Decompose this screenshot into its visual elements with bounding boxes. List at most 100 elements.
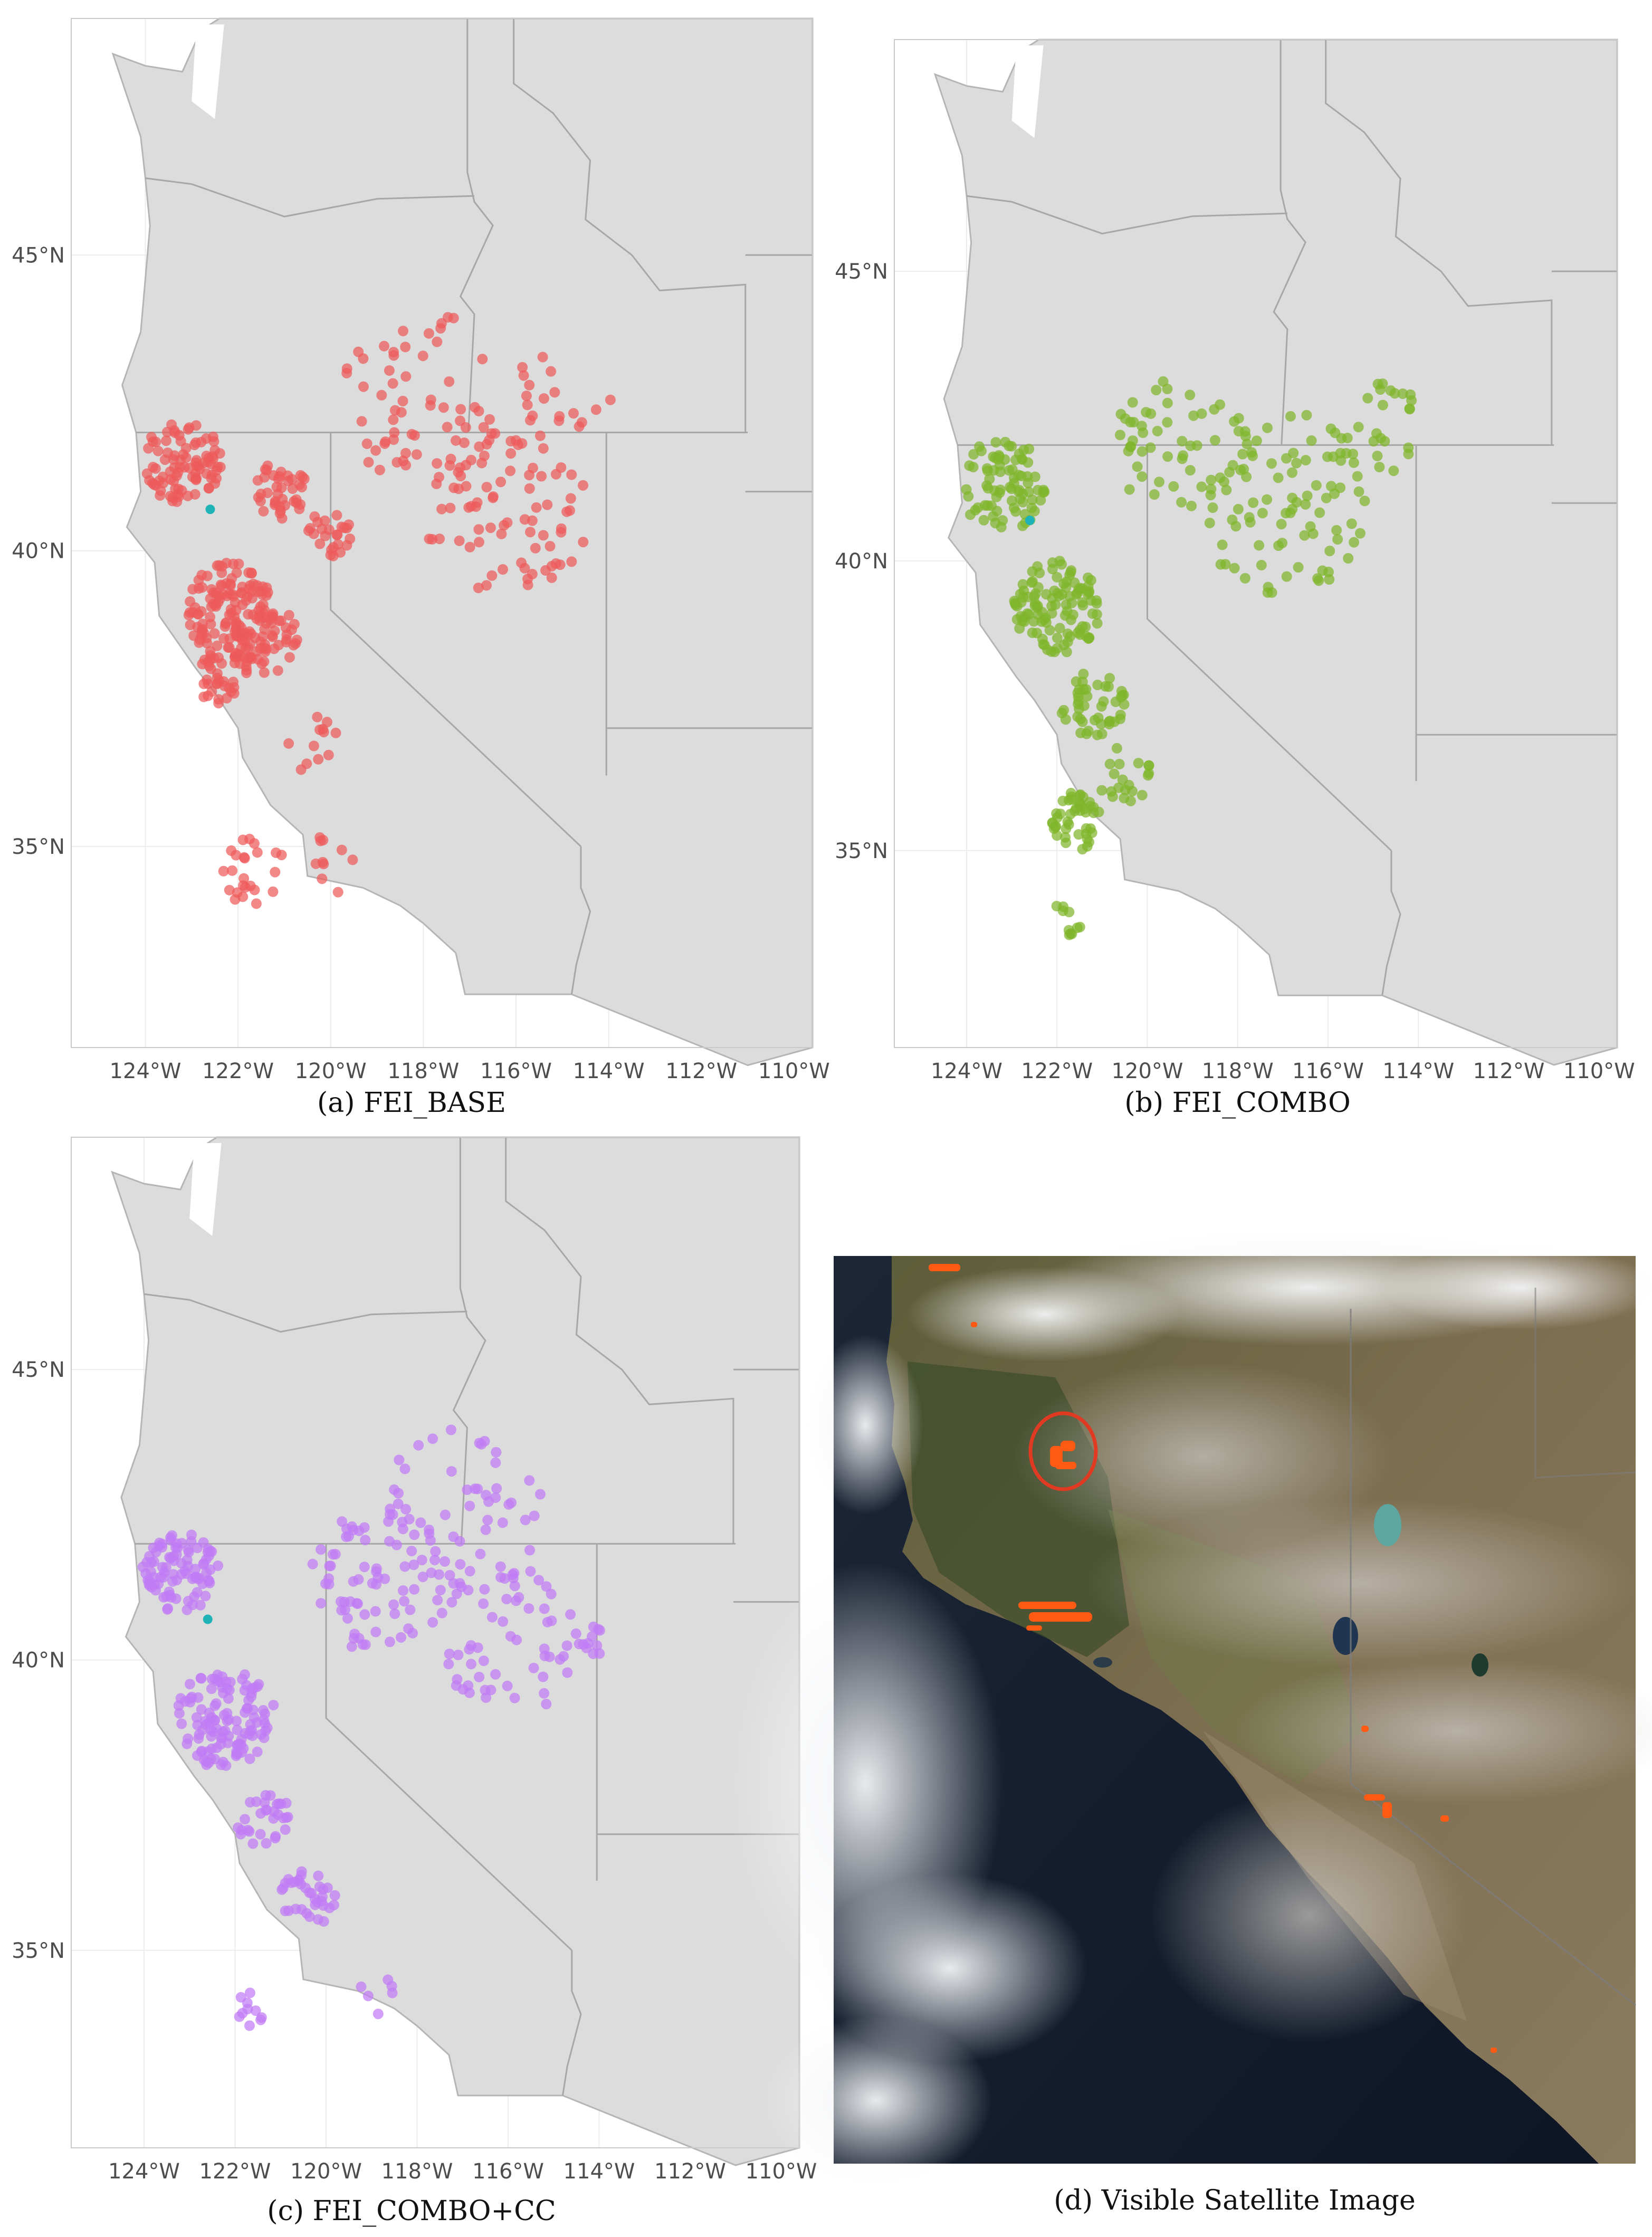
fire-point bbox=[342, 1613, 353, 1624]
fire-point bbox=[562, 1667, 573, 1678]
fire-point bbox=[323, 749, 334, 760]
fire-point bbox=[211, 1698, 222, 1709]
fire-point bbox=[425, 400, 436, 411]
fire-point bbox=[275, 615, 287, 626]
fire-point bbox=[498, 564, 508, 575]
fire-point bbox=[205, 1724, 216, 1735]
fire-point bbox=[436, 503, 447, 515]
fire-point bbox=[194, 1729, 205, 1740]
fire-point bbox=[469, 402, 480, 413]
fire-point bbox=[1064, 570, 1075, 580]
fire-point bbox=[1404, 403, 1415, 414]
fire-point bbox=[313, 1870, 324, 1881]
fire-point bbox=[241, 665, 252, 675]
fire-point bbox=[1052, 572, 1063, 583]
fire-point bbox=[164, 1552, 175, 1563]
fire-point bbox=[397, 396, 408, 406]
fire-point bbox=[399, 1561, 410, 1572]
fire-point bbox=[546, 572, 557, 583]
fire-point bbox=[196, 1704, 207, 1715]
fire-point bbox=[182, 1738, 193, 1749]
fire-point bbox=[1051, 901, 1062, 911]
fire-point bbox=[213, 1560, 224, 1571]
fire-point bbox=[1075, 727, 1086, 738]
fire-point bbox=[232, 625, 242, 636]
fire-point bbox=[175, 435, 186, 446]
x-tick-label: 120°W bbox=[290, 2159, 362, 2184]
fire-point bbox=[191, 1712, 202, 1723]
fire-point bbox=[396, 1632, 406, 1643]
fire-point bbox=[1291, 458, 1302, 469]
fire-point bbox=[236, 587, 247, 598]
fire-point bbox=[258, 1714, 269, 1725]
fire-point bbox=[1014, 623, 1025, 634]
fire-point bbox=[373, 2008, 384, 2020]
fire-point bbox=[1118, 689, 1129, 700]
fire-point bbox=[301, 758, 312, 769]
fire-point bbox=[205, 654, 216, 665]
fire-point bbox=[167, 496, 178, 507]
fire-point bbox=[239, 1669, 250, 1680]
fire-point bbox=[201, 451, 212, 461]
fire-point bbox=[262, 488, 273, 498]
fire-point bbox=[1246, 447, 1257, 458]
fire-point bbox=[1060, 832, 1071, 843]
fire-points bbox=[141, 312, 616, 909]
fire-point bbox=[1083, 572, 1093, 583]
fire-point bbox=[148, 1572, 159, 1583]
fire-point bbox=[541, 1581, 552, 1592]
fire-point bbox=[481, 482, 492, 492]
fire-point bbox=[241, 1703, 252, 1714]
fire-point bbox=[261, 618, 272, 629]
fire-point bbox=[243, 1824, 254, 1835]
fire-point bbox=[389, 1608, 400, 1619]
fire-point bbox=[1056, 708, 1067, 719]
fire-point bbox=[249, 884, 260, 896]
fire-point bbox=[206, 1683, 217, 1695]
fire-point bbox=[1405, 389, 1416, 400]
fire-point bbox=[312, 1897, 323, 1908]
fire-point bbox=[1287, 467, 1297, 478]
fire-detections bbox=[929, 1264, 1497, 2053]
fire-point bbox=[466, 454, 476, 465]
fire-point bbox=[1124, 484, 1135, 495]
fire-point bbox=[312, 711, 323, 722]
fire-point bbox=[304, 523, 316, 534]
fire-point bbox=[257, 631, 268, 642]
fire-point bbox=[1023, 592, 1034, 603]
fire-point bbox=[565, 1609, 576, 1620]
fire-point bbox=[1066, 597, 1077, 608]
fire-point bbox=[1132, 461, 1143, 472]
fire-point bbox=[524, 483, 535, 494]
fire-point bbox=[464, 1687, 475, 1698]
fire-point bbox=[491, 1483, 502, 1494]
fire-point bbox=[274, 471, 285, 482]
fire-point bbox=[1023, 478, 1034, 489]
fire-point bbox=[320, 1578, 331, 1589]
fire-point bbox=[495, 477, 507, 488]
fire-point bbox=[565, 493, 576, 504]
fire-point bbox=[538, 443, 549, 454]
fire-point bbox=[1328, 451, 1339, 462]
fire-point bbox=[442, 422, 453, 433]
fire-point bbox=[193, 608, 204, 620]
x-tick-label: 118°W bbox=[381, 2159, 453, 2184]
fire-point bbox=[167, 1576, 178, 1587]
fire-point bbox=[1329, 488, 1340, 499]
fire-point bbox=[1207, 502, 1218, 513]
fire-point bbox=[1006, 495, 1017, 506]
fire-point bbox=[389, 405, 400, 416]
fire-point bbox=[986, 500, 997, 511]
fire-point bbox=[530, 542, 541, 554]
fire-point bbox=[394, 1454, 405, 1465]
fire-point bbox=[408, 1559, 419, 1570]
fire-point bbox=[1005, 482, 1016, 492]
fire-point bbox=[388, 1599, 399, 1610]
fire-point bbox=[519, 514, 530, 525]
fire-point bbox=[1004, 465, 1015, 476]
fire-point bbox=[451, 1680, 462, 1691]
fire-point bbox=[1353, 486, 1364, 497]
fire-point bbox=[409, 1584, 419, 1595]
fire-point bbox=[519, 563, 530, 574]
fire-point bbox=[227, 865, 238, 876]
